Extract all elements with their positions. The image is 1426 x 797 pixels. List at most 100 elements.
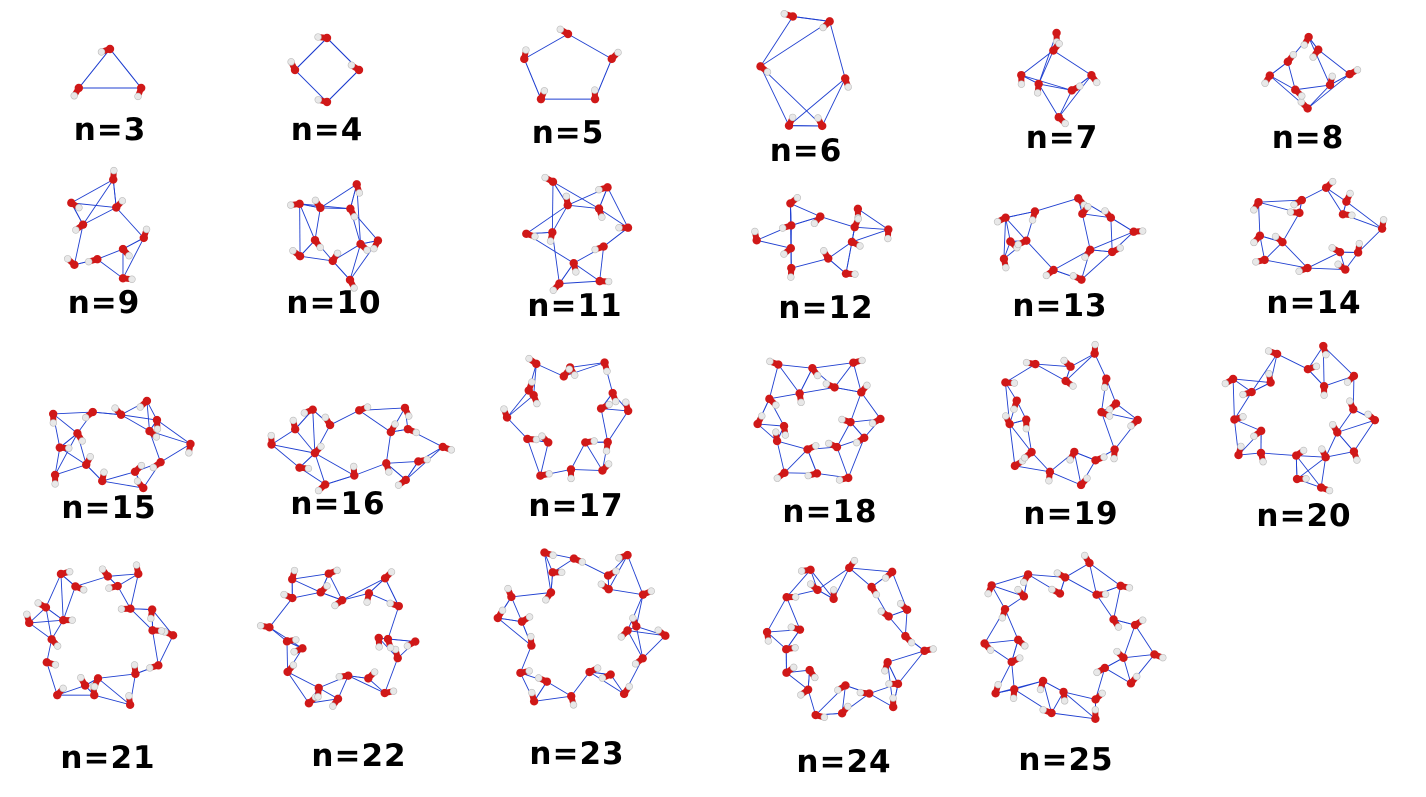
water-molecule bbox=[1097, 407, 1114, 420]
water-molecule bbox=[1033, 79, 1043, 97]
water-molecule bbox=[1295, 263, 1312, 275]
hydrogen-bond bbox=[1113, 585, 1122, 620]
hydrogen-bond bbox=[1317, 49, 1350, 75]
water-molecule bbox=[603, 567, 620, 580]
water-molecule bbox=[1265, 370, 1275, 387]
water-molecule bbox=[152, 415, 162, 433]
water-molecule bbox=[148, 626, 166, 635]
water-molecule bbox=[784, 113, 797, 130]
hydrogen-bond bbox=[94, 694, 131, 706]
hydrogen-bond bbox=[760, 66, 823, 127]
water-molecule bbox=[617, 626, 632, 641]
water-molecule bbox=[569, 554, 586, 566]
hydrogen-bond bbox=[1101, 411, 1116, 450]
hydrogen-bond bbox=[97, 248, 124, 260]
hydrogen-bond bbox=[635, 594, 644, 627]
hydrogen-bond bbox=[1035, 363, 1071, 368]
hydrogen-bond bbox=[325, 475, 355, 485]
hydrogen-bond bbox=[829, 21, 846, 79]
cluster-label: n=6 bbox=[769, 133, 843, 169]
hydrogen-bond bbox=[584, 442, 603, 471]
hydrogen-bond bbox=[1031, 451, 1051, 473]
hydrogen-bond bbox=[1325, 432, 1338, 458]
water-molecule bbox=[1130, 616, 1147, 630]
water-molecule bbox=[820, 247, 833, 263]
water-molecule bbox=[90, 674, 103, 691]
water-molecule bbox=[546, 228, 557, 245]
water-molecule bbox=[382, 459, 393, 476]
water-molecule bbox=[1039, 706, 1056, 718]
hydrogen-bond-network bbox=[78, 48, 142, 89]
hydrogen-bond bbox=[320, 183, 357, 209]
water-molecule bbox=[1091, 453, 1108, 465]
hydrogen-bond bbox=[757, 423, 785, 427]
water-molecule bbox=[324, 566, 341, 578]
water-molecules bbox=[256, 566, 420, 710]
hydrogen-bond bbox=[286, 641, 289, 672]
water-molecule bbox=[1048, 585, 1065, 598]
hydrogen-bond bbox=[1089, 562, 1097, 595]
hydrogen-bond bbox=[594, 58, 613, 100]
hydrogen-bond bbox=[1287, 61, 1296, 90]
hydrogen-bond bbox=[526, 438, 541, 476]
hydrogen-bond bbox=[121, 414, 158, 421]
hydrogen-bond bbox=[1073, 451, 1082, 486]
water-molecule bbox=[607, 48, 622, 64]
water-molecule bbox=[1300, 32, 1313, 49]
water-molecule bbox=[314, 480, 330, 495]
water-molecule bbox=[548, 568, 566, 577]
hydrogen-bond bbox=[552, 181, 600, 209]
water-molecule bbox=[386, 420, 399, 437]
water-molecule bbox=[280, 590, 297, 603]
hydrogen-bond bbox=[45, 607, 53, 640]
water-molecule bbox=[834, 681, 850, 694]
water-molecule bbox=[345, 275, 358, 292]
water-molecules bbox=[287, 33, 364, 107]
hydrogen-bond bbox=[834, 386, 862, 393]
water-molecule bbox=[857, 381, 871, 397]
water-molecule bbox=[1053, 569, 1070, 582]
hydrogen-bond bbox=[1295, 455, 1322, 488]
water-molecule bbox=[1328, 420, 1342, 437]
hydrogen-bond bbox=[627, 630, 666, 637]
hydrogen-bond bbox=[320, 207, 351, 210]
hydrogen-bond bbox=[1051, 712, 1096, 720]
water-molecule bbox=[850, 215, 862, 232]
water-molecule bbox=[998, 604, 1010, 622]
water-molecule bbox=[149, 457, 165, 472]
water-molecule bbox=[569, 258, 580, 276]
hydrogen-bond bbox=[1258, 199, 1302, 203]
hydrogen-bond bbox=[294, 428, 316, 454]
water-molecule bbox=[1303, 362, 1321, 374]
hydrogen-bond bbox=[82, 207, 117, 226]
water-molecule bbox=[852, 433, 869, 447]
hydrogen-bond bbox=[1115, 403, 1138, 421]
water-molecule bbox=[72, 220, 88, 234]
hydrogen-bond bbox=[1053, 249, 1091, 271]
hydrogen-bond bbox=[156, 419, 191, 445]
water-molecule bbox=[881, 658, 892, 675]
water-molecule bbox=[1353, 239, 1364, 257]
water-molecule bbox=[403, 637, 420, 650]
water-molecule bbox=[53, 684, 67, 700]
water-molecule bbox=[542, 588, 556, 604]
water-molecule bbox=[782, 592, 800, 602]
hydrogen-bond bbox=[848, 567, 872, 588]
hydrogen-bond bbox=[292, 591, 321, 599]
hydrogen-bond bbox=[1104, 667, 1132, 684]
hydrogen-bond bbox=[75, 575, 108, 587]
hydrogen-bond bbox=[152, 630, 159, 666]
water-molecule bbox=[529, 390, 541, 408]
water-molecule bbox=[835, 473, 853, 484]
water-molecule bbox=[602, 437, 612, 455]
cluster-label: n=11 bbox=[527, 288, 623, 324]
hydrogen-bond bbox=[533, 363, 537, 396]
water-molecule bbox=[841, 74, 852, 91]
water-molecule bbox=[517, 613, 534, 626]
water-molecule bbox=[1264, 347, 1282, 359]
water-molecule bbox=[300, 405, 317, 417]
hydrogen-bond bbox=[603, 227, 629, 247]
